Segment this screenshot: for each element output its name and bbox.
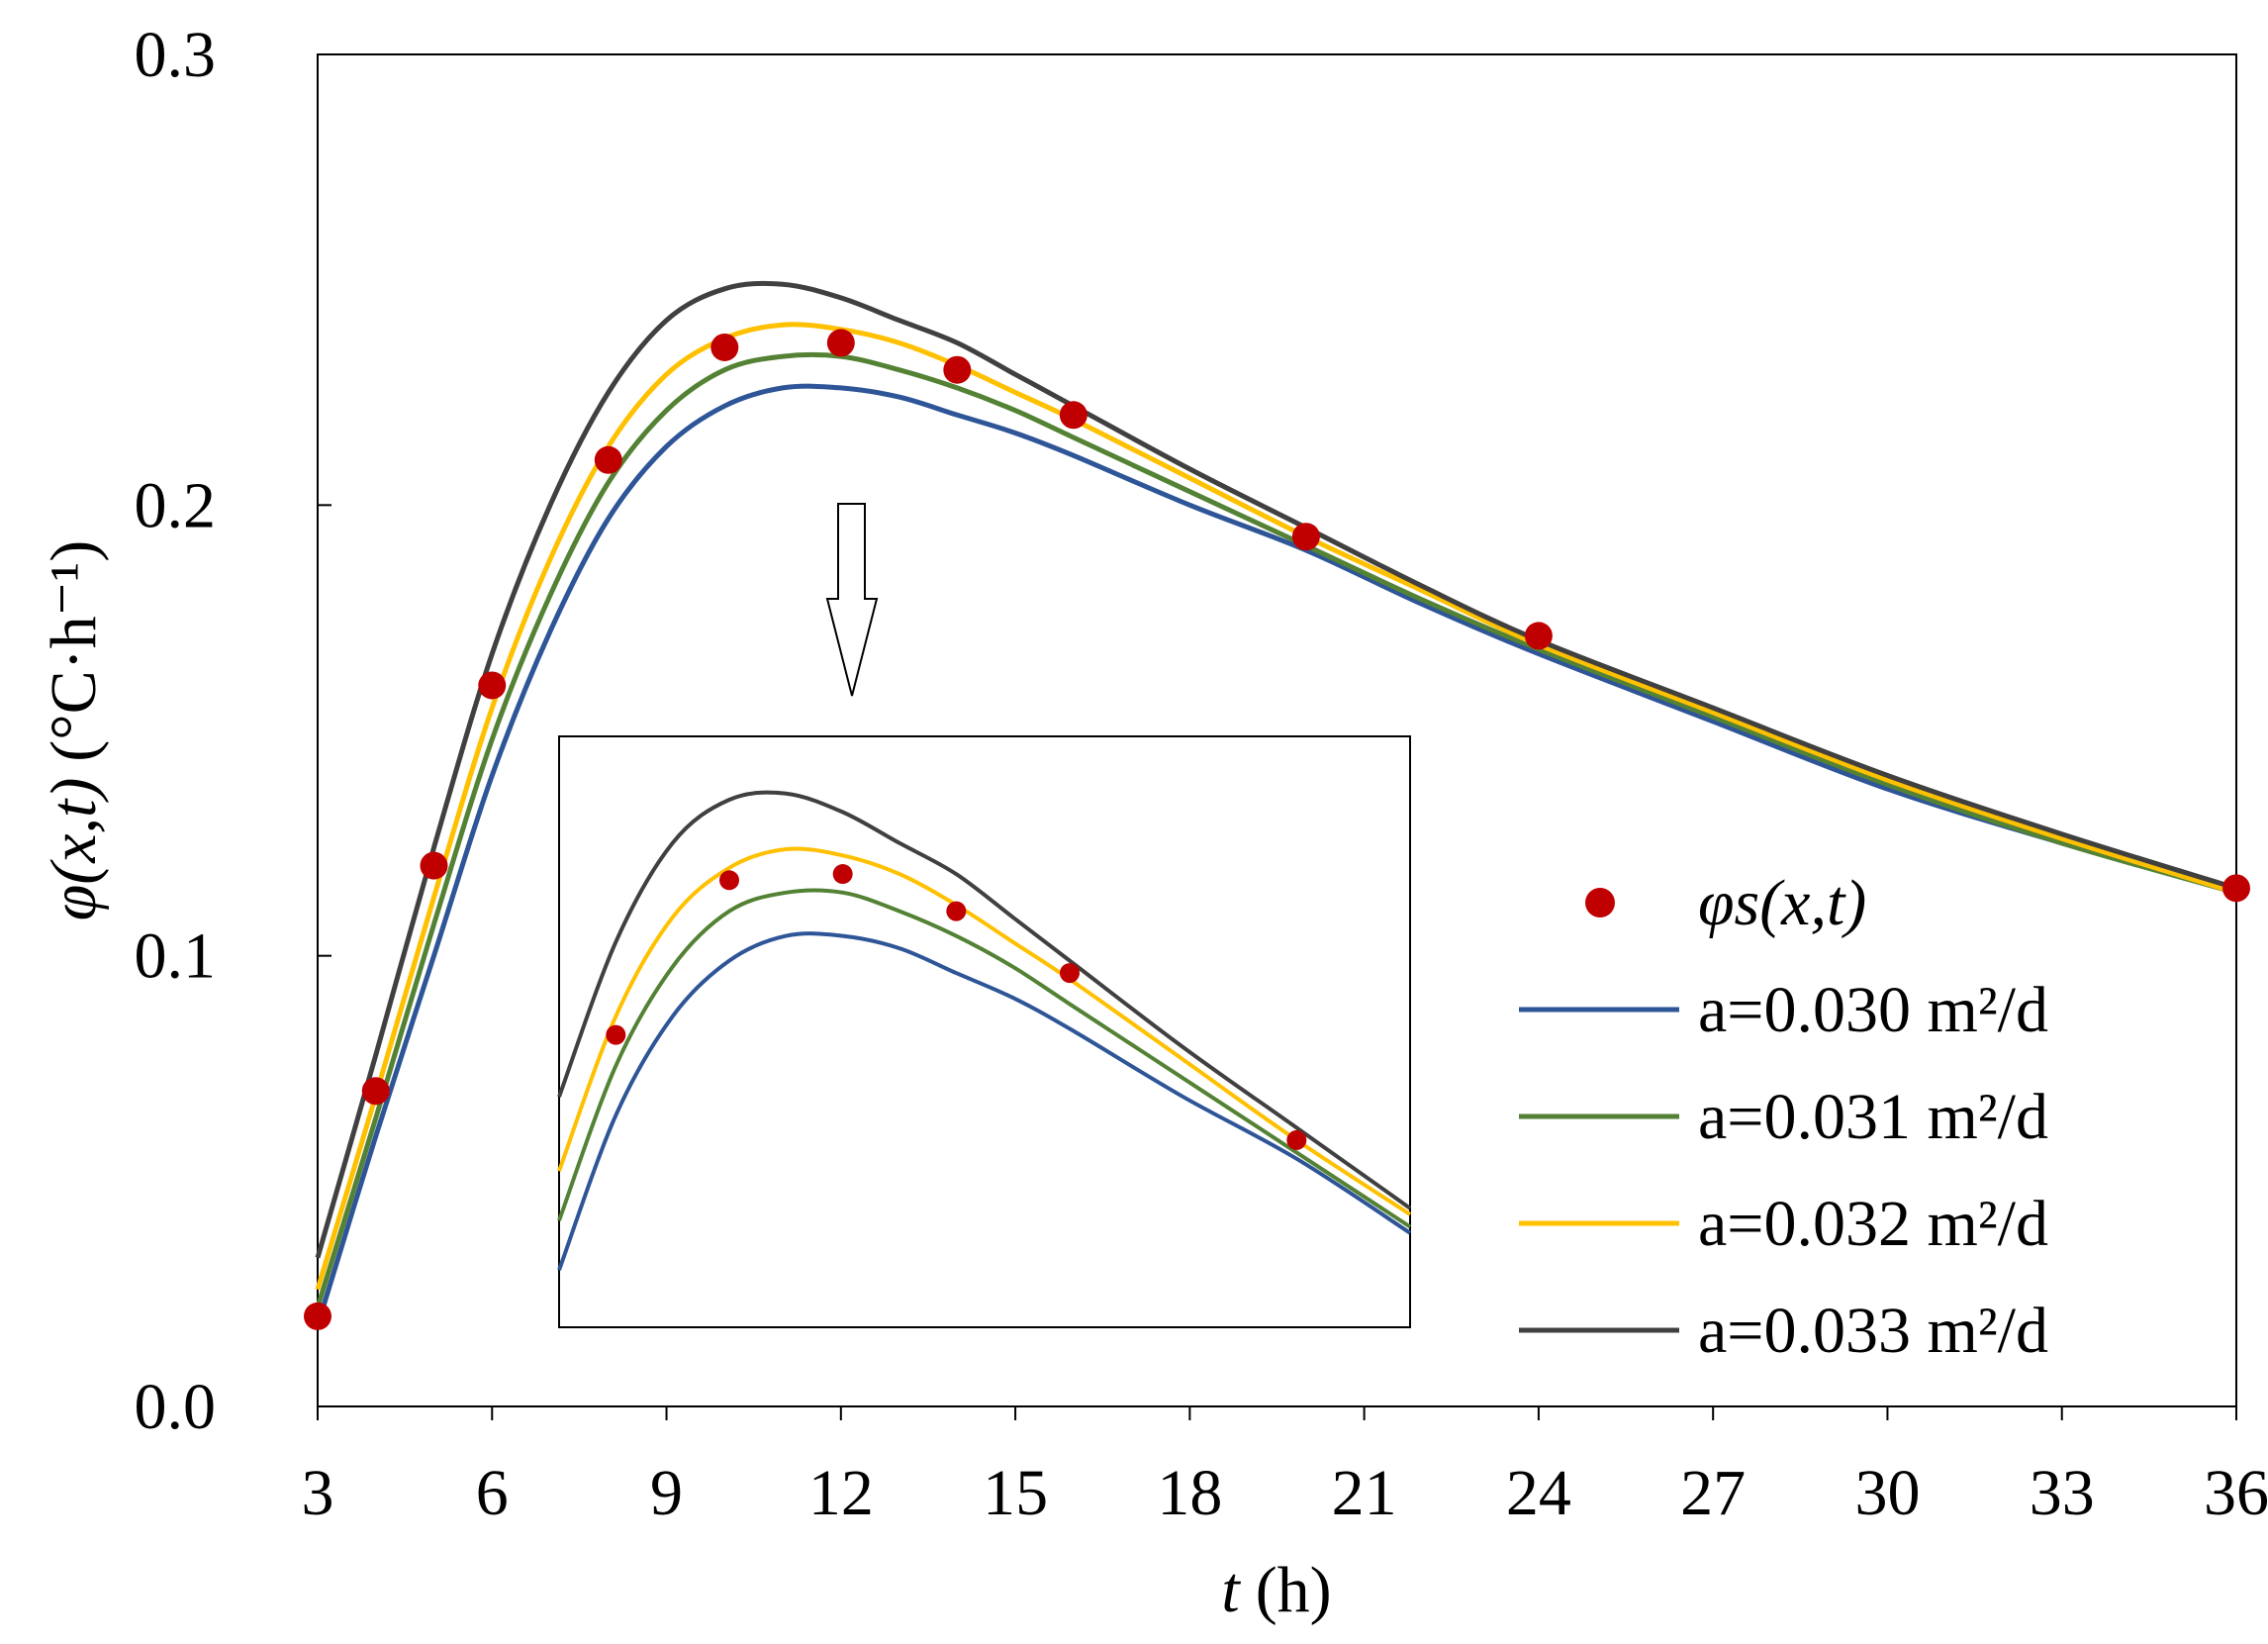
x-tick-label: 21 xyxy=(1332,1457,1397,1529)
plot-frame xyxy=(317,53,2237,1407)
inset-series-line xyxy=(557,888,1412,1229)
plot-area xyxy=(304,53,2250,1407)
x-tick-label: 3 xyxy=(302,1457,334,1529)
x-tick-label: 18 xyxy=(1157,1457,1222,1529)
y-tick-label: 0.2 xyxy=(135,469,217,541)
legend-label: a=0.030 m²/d xyxy=(1698,974,2048,1046)
y-axis-ticks: 0.0 0.1 0.2 0.3 xyxy=(135,19,331,1443)
x-tick-label: 36 xyxy=(2204,1457,2268,1529)
x-axis-title: t (h) xyxy=(1221,1554,1331,1626)
y-axis-title-phi: φ xyxy=(38,885,110,921)
scatter-point xyxy=(361,1077,390,1106)
series-line xyxy=(315,351,2237,1308)
legend-marker-scatter xyxy=(1585,888,1615,918)
scatter-point xyxy=(1524,622,1553,650)
scatter-point xyxy=(826,329,855,357)
y-axis-title-args: (x,t) xyxy=(38,778,110,885)
scatter-point xyxy=(1291,523,1320,551)
y-tick-label: 0.3 xyxy=(135,19,217,91)
y-tick-label: 0.0 xyxy=(135,1371,217,1443)
inset-scatter-layer xyxy=(606,864,1307,1150)
scatter-point xyxy=(594,445,622,474)
x-tick-label: 33 xyxy=(2030,1457,2095,1529)
scatter-point xyxy=(304,1302,331,1330)
y-axis-title: φ(x,t) (°C·h⁻¹) xyxy=(38,540,110,921)
x-tick-label: 12 xyxy=(808,1457,874,1529)
legend: φs(x,t) a=0.030 m²/d a=0.031 m²/d a=0.032 m… xyxy=(1519,867,2048,1367)
x-axis-title-var: t xyxy=(1221,1554,1241,1626)
inset-scatter-point xyxy=(719,870,739,891)
scatter-layer xyxy=(304,329,2250,1330)
scatter-point xyxy=(420,851,448,880)
x-tick-label: 27 xyxy=(1680,1457,1746,1529)
scatter-point xyxy=(478,671,507,700)
x-tick-label: 6 xyxy=(476,1457,509,1529)
scatter-point xyxy=(1059,401,1087,430)
scatter-point xyxy=(943,355,972,384)
scatter-point xyxy=(2222,874,2250,903)
scatter-point xyxy=(710,333,739,361)
x-tick-label: 24 xyxy=(1506,1457,1571,1529)
legend-label-scatter: φs(x,t) xyxy=(1698,867,1866,939)
y-tick-label: 0.1 xyxy=(135,920,217,993)
series-line xyxy=(315,383,2237,1326)
inset-scatter-point xyxy=(832,864,853,885)
inset-scatter-point xyxy=(946,901,967,921)
inset-scatter-point xyxy=(1286,1129,1307,1150)
inset-series-line xyxy=(557,790,1412,1210)
inset-series-line xyxy=(557,931,1412,1271)
x-axis-ticks: 3 6 9 12 15 18 21 24 27 30 33 36 xyxy=(302,1406,2268,1529)
legend-label: a=0.033 m²/d xyxy=(1698,1295,2048,1367)
zoom-arrow xyxy=(825,503,879,697)
y-axis-title-unit: (°C·h⁻¹) xyxy=(38,540,110,762)
inset-series-layer xyxy=(557,790,1412,1271)
legend-label: a=0.032 m²/d xyxy=(1698,1188,2048,1260)
inset-series-line xyxy=(557,846,1412,1216)
x-axis-title-unit: (h) xyxy=(1256,1554,1332,1626)
x-tick-label: 30 xyxy=(1854,1457,1920,1529)
inset-frame xyxy=(558,735,1411,1328)
inset-chart xyxy=(557,735,1412,1328)
x-tick-label: 9 xyxy=(650,1457,683,1529)
x-tick-label: 15 xyxy=(983,1457,1048,1529)
legend-label: a=0.031 m²/d xyxy=(1698,1081,2048,1153)
inset-scatter-point xyxy=(606,1024,626,1045)
inset-scatter-point xyxy=(1060,963,1080,984)
